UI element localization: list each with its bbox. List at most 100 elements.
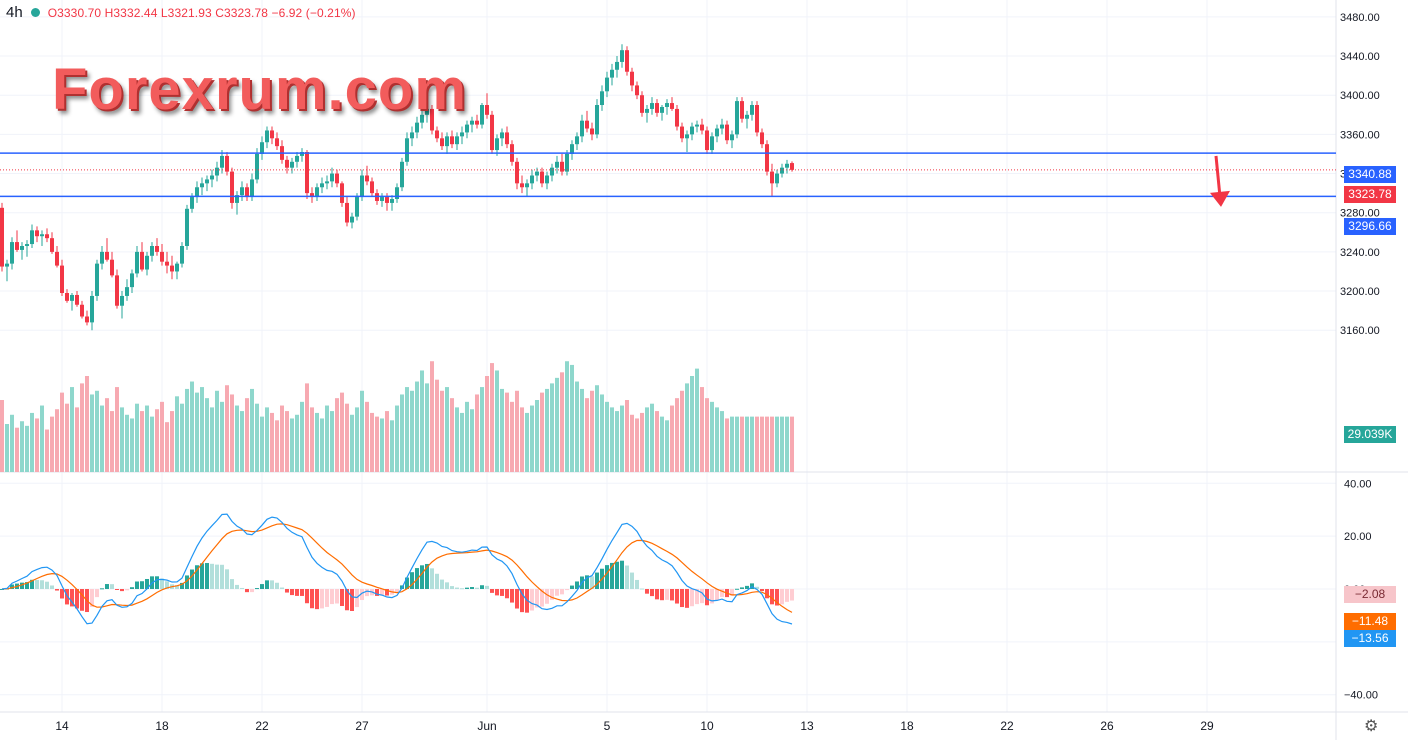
candle-body — [775, 173, 779, 184]
macd-histogram-bar — [670, 589, 674, 601]
candle-body — [125, 287, 129, 296]
volume-bar — [335, 398, 339, 472]
candle-body — [90, 295, 94, 323]
volume-bar — [300, 401, 304, 472]
macd-histogram-bar — [460, 588, 464, 590]
macd-histogram-bar — [785, 589, 789, 602]
volume-bar — [40, 405, 44, 472]
time-tick-label: 29 — [1200, 719, 1214, 733]
down-arrow-icon — [1214, 155, 1222, 197]
volume-bar — [530, 405, 534, 472]
macd-histogram-bar — [710, 589, 714, 604]
candle-body — [520, 183, 524, 188]
macd-histogram-bar — [675, 589, 679, 604]
candle-body — [745, 114, 749, 119]
macd-histogram-bar — [365, 589, 369, 597]
volume-bar — [255, 403, 259, 472]
macd-histogram-bar — [495, 589, 499, 596]
volume-bar — [325, 405, 329, 472]
candle-body — [200, 183, 204, 188]
volume-bar — [435, 379, 439, 472]
timeframe-label[interactable]: 4h — [6, 4, 23, 21]
volume-bar — [305, 383, 309, 472]
macd-histogram-bar — [115, 589, 119, 590]
macd-histogram-bar — [685, 589, 689, 608]
volume-bar — [430, 361, 434, 472]
macd-histogram-bar — [70, 589, 74, 607]
candle-body — [700, 124, 704, 131]
candle-body — [760, 132, 764, 145]
volume-bar — [285, 411, 289, 472]
macd-histogram-bar — [570, 585, 574, 589]
price-tick-label: 3480.00 — [1340, 12, 1380, 24]
candle-body — [75, 294, 79, 305]
macd-hist-label: −2.08 — [1344, 586, 1396, 603]
volume-bar — [110, 411, 114, 472]
candle-body — [195, 187, 199, 198]
candle-body — [15, 242, 19, 250]
volume-bar — [290, 418, 294, 472]
volume-bar — [780, 416, 784, 472]
macd-histogram-bar — [470, 587, 474, 589]
candle-body — [490, 114, 494, 151]
volume-bar — [105, 398, 109, 472]
volume-bar — [500, 388, 504, 472]
volume-bar — [350, 414, 354, 472]
macd-histogram-bar — [290, 589, 294, 596]
macd-histogram-bar — [340, 589, 344, 606]
candle-body — [10, 242, 14, 264]
candle-body — [310, 193, 314, 198]
upper-level-label: 3340.88 — [1344, 166, 1396, 183]
macd-histogram-bar — [760, 589, 764, 592]
volume-bar — [480, 387, 484, 472]
candle-body — [555, 161, 559, 168]
macd-histogram-bar — [0, 589, 4, 590]
macd-histogram-bar — [455, 587, 459, 589]
volume-bar — [455, 407, 459, 472]
candle-body — [410, 132, 414, 139]
volume-bar — [410, 390, 414, 472]
volume-bar — [645, 407, 649, 472]
candle-body — [565, 153, 569, 172]
volume-bar — [465, 401, 469, 472]
candle-body — [20, 246, 24, 250]
volume-bar — [460, 412, 464, 472]
macd-histogram-bar — [250, 589, 254, 593]
volume-bar — [140, 411, 144, 472]
macd-histogram-bar — [440, 579, 444, 589]
volume-bar — [595, 385, 599, 472]
volume-bar — [120, 407, 124, 472]
candle-body — [235, 195, 239, 203]
candle-body — [615, 61, 619, 70]
candle-body — [430, 108, 434, 131]
macd-histogram-bar — [650, 589, 654, 597]
volume-bar — [30, 412, 34, 472]
macd-histogram-bar — [720, 589, 724, 597]
macd-histogram-bar — [740, 587, 744, 589]
volume-bar — [85, 376, 89, 472]
price-tick-label: 3400.00 — [1340, 90, 1380, 102]
macd-histogram-bar — [230, 579, 234, 589]
volume-bar — [730, 416, 734, 472]
candle-body — [305, 152, 309, 194]
settings-gear-icon[interactable]: ⚙ — [1364, 718, 1379, 735]
macd-histogram-bar — [255, 588, 259, 590]
candle-body — [65, 293, 69, 301]
macd-histogram-bar — [160, 578, 164, 589]
candle-body — [5, 263, 9, 267]
volume-bar — [535, 400, 539, 472]
candle-body — [515, 161, 519, 184]
candle-body — [0, 207, 4, 267]
volume-bar — [230, 394, 234, 472]
candle-body — [570, 144, 574, 154]
volume-bar — [205, 398, 209, 472]
volume-bar — [170, 411, 174, 472]
volume-bar — [575, 381, 579, 472]
candle-body — [320, 183, 324, 188]
candle-body — [675, 108, 679, 127]
macd-histogram-bar — [120, 589, 124, 592]
volume-bar — [665, 420, 669, 472]
market-status-icon — [30, 8, 40, 17]
volume-bar — [495, 370, 499, 472]
